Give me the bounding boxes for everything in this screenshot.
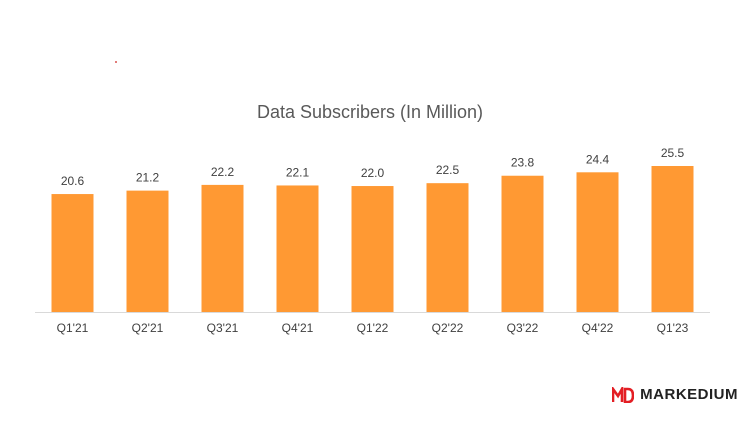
x-tick-label-1: Q2'21 bbox=[132, 321, 164, 335]
bar-7 bbox=[576, 172, 619, 312]
bar-6 bbox=[501, 175, 544, 312]
x-tick-label-8: Q1'23 bbox=[657, 321, 689, 335]
bar-value-label-8: 25.5 bbox=[661, 146, 685, 160]
markedium-logo-icon bbox=[612, 386, 635, 403]
bar-value-label-2: 22.2 bbox=[211, 165, 235, 179]
bar-value-label-5: 22.5 bbox=[436, 163, 460, 177]
brand-name: MARKEDIUM bbox=[640, 386, 738, 403]
bar-value-label-6: 23.8 bbox=[511, 156, 535, 170]
bar-1 bbox=[126, 190, 169, 312]
bar-4 bbox=[351, 186, 394, 312]
x-tick-label-4: Q1'22 bbox=[357, 321, 389, 335]
stray-dot bbox=[115, 61, 117, 63]
x-tick-label-7: Q4'22 bbox=[582, 321, 614, 335]
x-tick-label-0: Q1'21 bbox=[57, 321, 89, 335]
bar-3 bbox=[276, 185, 319, 312]
bar-0 bbox=[51, 194, 94, 312]
bar-value-label-7: 24.4 bbox=[586, 152, 610, 166]
chart-title: Data Subscribers (In Million) bbox=[257, 102, 483, 122]
x-tick-label-6: Q3'22 bbox=[507, 321, 539, 335]
bar-5 bbox=[426, 183, 469, 312]
x-tick-label-2: Q3'21 bbox=[207, 321, 239, 335]
bar-value-label-4: 22.0 bbox=[361, 166, 385, 180]
bar-value-label-3: 22.1 bbox=[286, 165, 310, 179]
bar-value-label-0: 20.6 bbox=[61, 174, 85, 188]
x-tick-label-5: Q2'22 bbox=[432, 321, 464, 335]
bar-value-label-1: 21.2 bbox=[136, 171, 160, 185]
bar-2 bbox=[201, 184, 244, 312]
bar-8 bbox=[651, 166, 694, 312]
bars-group: 20.6 21.2 22.2 22.1 22.0 22.5 23.8 24.4 25.5 bbox=[51, 146, 694, 312]
x-tick-label-3: Q4'21 bbox=[282, 321, 314, 335]
x-tick-labels: Q1'21 Q2'21 Q3'21 Q4'21 Q1'22 Q2'22 Q3'22 Q4'22… bbox=[57, 321, 689, 335]
brand-logo: MARKEDIUM bbox=[612, 386, 738, 403]
